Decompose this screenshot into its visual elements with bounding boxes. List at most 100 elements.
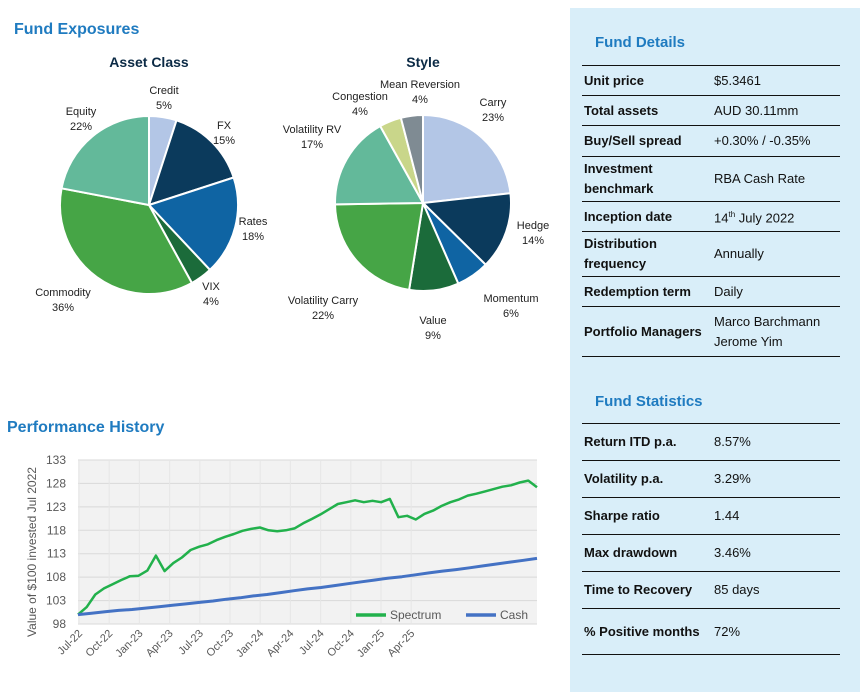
detail-label: Total assets <box>582 95 712 126</box>
stat-label: % Positive months <box>582 608 712 655</box>
detail-value: AUD 30.11mm <box>712 95 840 126</box>
pie-label-momentum: Momentum <box>483 293 538 305</box>
pie-value-vix: 4% <box>203 296 219 308</box>
stat-row-drawdown: Max drawdown 3.46% <box>582 534 840 572</box>
x-tick-label: Jan-23 <box>113 628 145 660</box>
manager-name: Jerome Yim <box>714 333 783 349</box>
pie-label-commodity: Commodity <box>35 287 91 299</box>
x-tick-label: Jul-22 <box>55 628 85 658</box>
pie-value-commodity: 36% <box>52 302 74 314</box>
series-line-cash <box>77 556 538 617</box>
pie-label-vix: VIX <box>202 281 220 293</box>
detail-value: Daily <box>712 276 840 307</box>
pie-label-equity: Equity <box>66 106 97 118</box>
pie-value-value: 9% <box>425 330 441 342</box>
detail-label: Portfolio Managers <box>582 306 712 357</box>
detail-value: $5.3461 <box>712 65 840 96</box>
x-tick-label: Jul-23 <box>176 628 206 658</box>
stat-row-sharpe: Sharpe ratio 1.44 <box>582 497 840 535</box>
pie-label-fx: FX <box>217 120 232 132</box>
performance-history-title: Performance History <box>7 419 165 436</box>
pie-value-volatility-rv: 17% <box>301 139 323 151</box>
pie-label-value: Value <box>419 315 446 327</box>
stat-value: 85 days <box>712 571 840 609</box>
pie-label-carry: Carry <box>480 97 507 109</box>
x-tick-label: Oct-24 <box>325 628 357 660</box>
stat-value: 72% <box>712 608 840 655</box>
detail-label: Investment benchmark <box>582 156 712 202</box>
detail-row-managers: Portfolio Managers Marco Barchmann Jerome… <box>582 306 840 357</box>
pie-slice-hedge <box>420 192 512 267</box>
y-tick-label: 123 <box>46 500 66 514</box>
stat-label: Volatility p.a. <box>582 460 712 498</box>
stat-label: Return ITD p.a. <box>582 423 712 461</box>
detail-value: Marco Barchmann Jerome Yim <box>712 306 840 357</box>
pie-label-mean-reversion: Mean Reversion <box>380 79 460 91</box>
detail-row-inception: Inception date 14th July 2022 <box>582 201 840 232</box>
pie-value-carry: 23% <box>482 112 504 124</box>
detail-row-redemption: Redemption term Daily <box>582 276 840 307</box>
y-tick-label: 118 <box>47 523 66 537</box>
pie-title: Asset Class <box>109 54 189 70</box>
detail-label: Redemption term <box>582 276 712 307</box>
detail-row-total-assets: Total assets AUD 30.11mm <box>582 95 840 126</box>
fund-details-table: Unit price $5.3461 Total assets AUD 30.1… <box>582 65 840 357</box>
fund-exposures-title: Fund Exposures <box>14 21 140 38</box>
detail-value: +0.30% / -0.35% <box>712 125 840 157</box>
fund-statistics-title: Fund Statistics <box>595 393 703 410</box>
y-tick-label: 128 <box>46 476 66 490</box>
inception-day-suffix: th <box>728 209 736 219</box>
detail-value: 14th July 2022 <box>712 201 840 232</box>
manager-name: Marco Barchmann <box>714 313 821 329</box>
pie-label-credit: Credit <box>149 85 178 97</box>
pie-value-fx: 15% <box>213 135 235 147</box>
detail-label: Buy/Sell spread <box>582 125 712 157</box>
stat-row-recovery: Time to Recovery 85 days <box>582 571 840 609</box>
asset-class-pie-chart: Asset Class Credit 5% FX 15% Rates 18% VIX 4% Com… <box>35 54 268 314</box>
pie-slice-volatility-carry <box>333 201 425 292</box>
pie-value-volatility-carry: 22% <box>312 310 334 322</box>
plot-area <box>78 460 537 624</box>
detail-label: Inception date <box>582 201 712 232</box>
pie-label-rates: Rates <box>239 216 268 228</box>
pie-value-rates: 18% <box>242 231 264 243</box>
y-axis-label: Value of $100 invested Jul 2022 <box>25 467 39 637</box>
x-tick-label: Apr-24 <box>265 628 297 660</box>
detail-row-distribution: Distribution frequency Annually <box>582 231 840 277</box>
performance-line-chart: 98103108113118123128133Jul-22Oct-22Jan-2… <box>25 453 538 660</box>
y-tick-label: 98 <box>53 617 67 631</box>
pie-label-volatility-rv: Volatility RV <box>283 124 342 136</box>
stat-row-volatility: Volatility p.a. 3.29% <box>582 460 840 498</box>
x-tick-label: Jan-25 <box>355 628 387 660</box>
pie-slice-equity <box>60 114 150 207</box>
fund-info-panel: Fund Details Unit price $5.3461 Total as… <box>570 8 860 692</box>
pie-label-hedge: Hedge <box>517 220 549 232</box>
pie-value-mean-reversion: 4% <box>412 94 428 106</box>
pie-label-congestion: Congestion <box>332 91 388 103</box>
fund-details-title: Fund Details <box>595 34 686 51</box>
pie-slice-commodity <box>59 187 194 295</box>
pie-value-equity: 22% <box>70 121 92 133</box>
legend-label-spectrum: Spectrum <box>390 608 441 622</box>
pie-slice-carry <box>422 113 512 205</box>
stat-label: Time to Recovery <box>582 571 712 609</box>
stat-value: 3.29% <box>712 460 840 498</box>
inception-day: 14 <box>714 210 729 226</box>
y-tick-label: 133 <box>46 453 66 467</box>
stat-label: Max drawdown <box>582 534 712 572</box>
series-line-spectrum <box>77 479 538 616</box>
x-tick-label: Apr-25 <box>385 628 417 660</box>
stat-value: 1.44 <box>712 497 840 535</box>
pie-label-volatility-carry: Volatility Carry <box>288 295 359 307</box>
inception-month-year: July 2022 <box>735 210 795 226</box>
stat-value: 3.46% <box>712 534 840 572</box>
pie-value-congestion: 4% <box>352 106 368 118</box>
detail-row-spread: Buy/Sell spread +0.30% / -0.35% <box>582 125 840 157</box>
pie-slice-mean-reversion <box>399 113 424 204</box>
pie-value-hedge: 14% <box>522 235 544 247</box>
detail-row-benchmark: Investment benchmark RBA Cash Rate <box>582 156 840 202</box>
detail-label: Unit price <box>582 65 712 96</box>
y-tick-label: 108 <box>46 570 66 584</box>
stat-row-positive-months: % Positive months 72% <box>582 608 840 655</box>
stat-row-return: Return ITD p.a. 8.57% <box>582 423 840 461</box>
